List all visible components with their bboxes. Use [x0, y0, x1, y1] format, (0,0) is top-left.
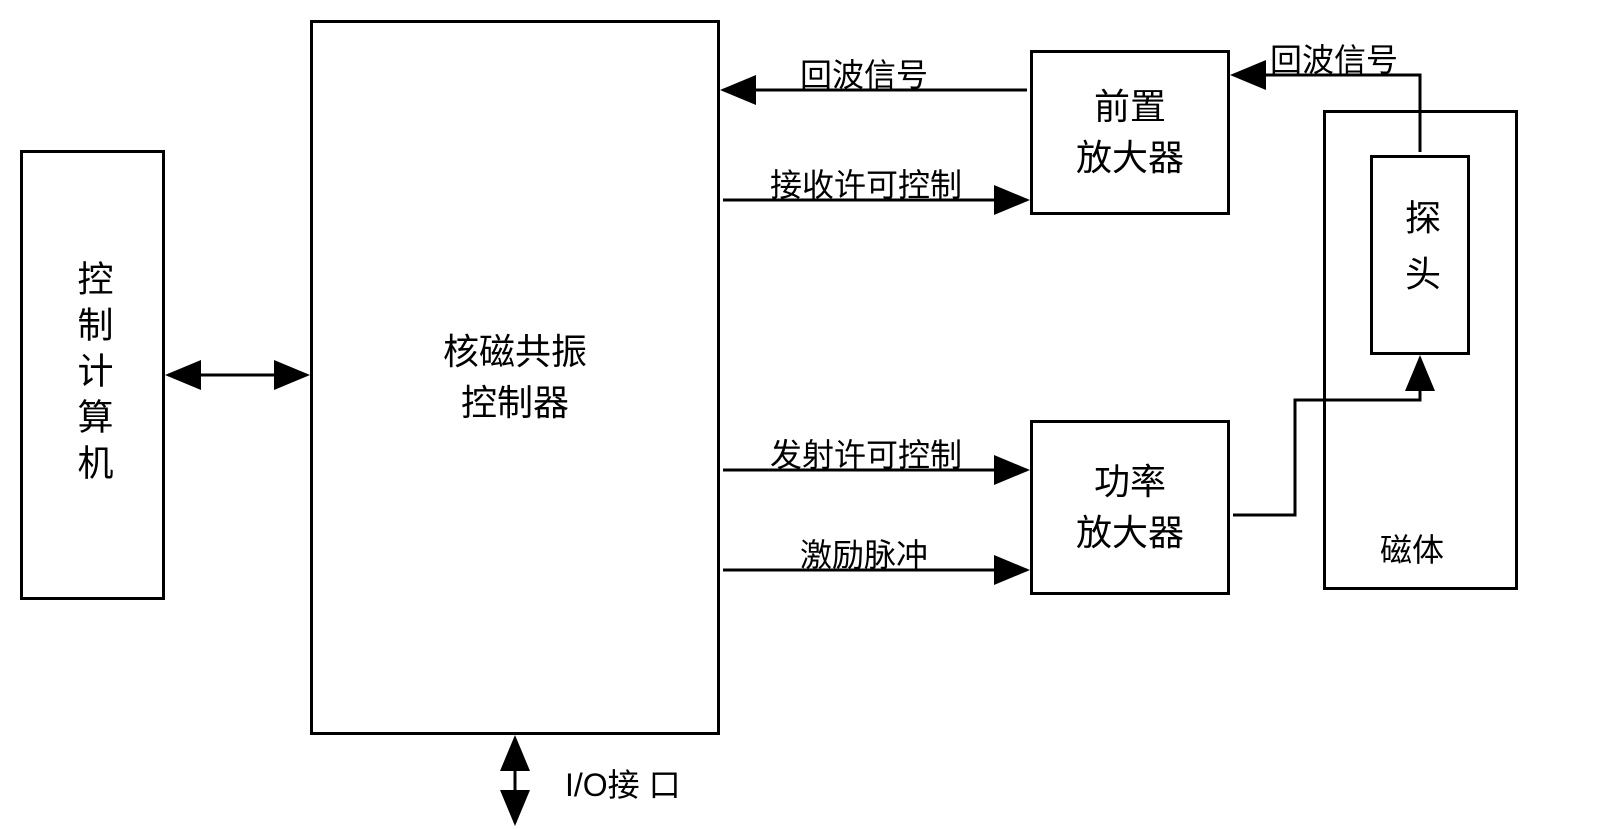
power-amp-box: 功率 放大器 — [1030, 420, 1230, 595]
magnet-label: 磁体 — [1380, 525, 1444, 571]
echo-signal-1-label: 回波信号 — [800, 50, 928, 96]
power-amp-label: 功率 放大器 — [1076, 457, 1184, 558]
echo-signal-2-label: 回波信号 — [1270, 35, 1398, 81]
preamp-box: 前置 放大器 — [1030, 50, 1230, 215]
nmr-controller-box: 核磁共振 控制器 — [310, 20, 720, 735]
probe-box: 探头 — [1370, 155, 1470, 355]
xmit-permit-label: 发射许可控制 — [770, 430, 962, 476]
probe-label: 探头 — [1394, 199, 1446, 311]
preamp-label: 前置 放大器 — [1076, 82, 1184, 183]
nmr-controller-label: 核磁共振 控制器 — [443, 327, 587, 428]
io-interface-label: I/O接 口 — [565, 760, 681, 806]
recv-permit-label: 接收许可控制 — [770, 160, 962, 206]
control-computer-label: 控制计算机 — [67, 260, 119, 490]
control-computer-box: 控制计算机 — [20, 150, 165, 600]
excite-pulse-label: 激励脉冲 — [800, 530, 928, 576]
